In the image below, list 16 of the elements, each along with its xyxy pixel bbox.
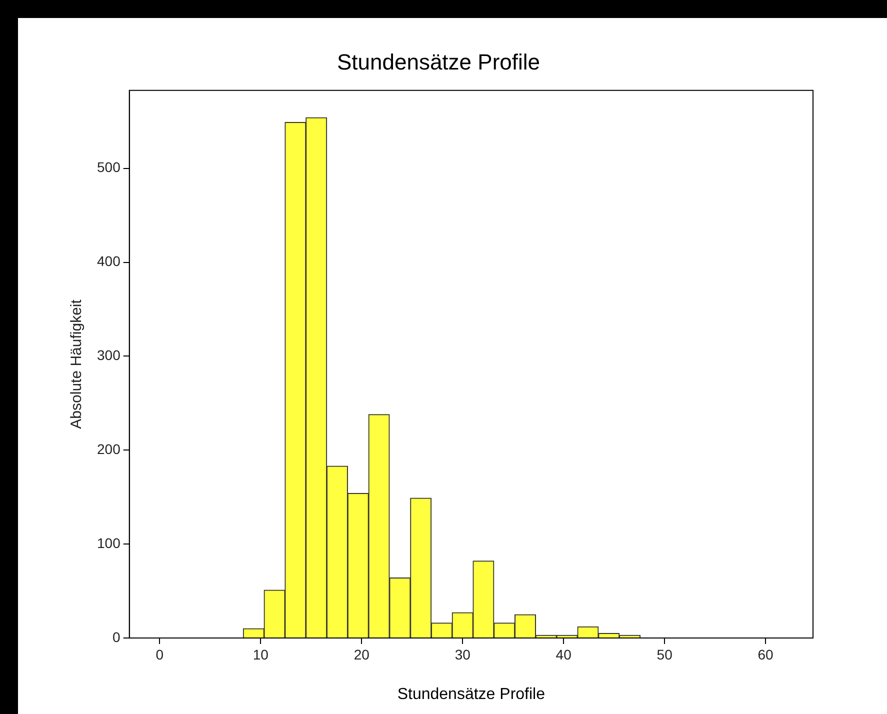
x-axis-title: Stundensätze Profile: [397, 686, 546, 703]
x-tick-label: 50: [656, 646, 673, 662]
chart-title: Stundensätze Profile: [336, 49, 540, 74]
y-tick-label: 500: [97, 159, 121, 176]
x-tick-label: 40: [556, 646, 572, 662]
x-tick-label: 60: [758, 646, 774, 662]
y-tick-label: 0: [112, 628, 121, 645]
x-tick-label: 20: [354, 646, 370, 662]
x-tick-label: 0: [156, 646, 164, 662]
y-tick-label: 300: [97, 347, 121, 364]
y-tick-label: 200: [97, 441, 121, 458]
y-axis-title: Absolute Häufigkeit: [68, 298, 86, 429]
y-tick-label: 100: [97, 534, 121, 551]
x-tick-label: 30: [454, 646, 471, 662]
y-tick-label: 400: [97, 253, 121, 270]
x-tick-label: 10: [252, 646, 269, 662]
